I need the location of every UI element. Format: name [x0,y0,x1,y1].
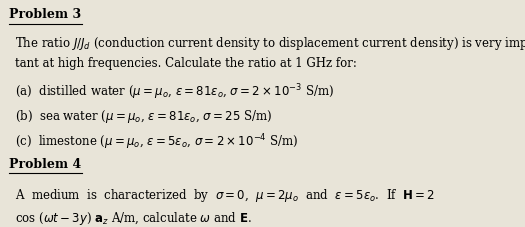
Text: (b)  sea water ($\mu = \mu_o$, $\varepsilon = 81\varepsilon_o$, $\sigma = 25$ S/: (b) sea water ($\mu = \mu_o$, $\varepsil… [15,108,272,125]
Text: (c)  limestone ($\mu = \mu_o$, $\varepsilon = 5\varepsilon_o$, $\sigma = 2 \time: (c) limestone ($\mu = \mu_o$, $\varepsil… [15,133,298,152]
Text: A  medium  is  characterized  by  $\sigma = 0$,  $\mu = 2\mu_o$  and  $\varepsil: A medium is characterized by $\sigma = 0… [15,187,435,227]
Text: Problem 3: Problem 3 [9,8,81,21]
Text: (a)  distilled water ($\mu = \mu_o$, $\varepsilon = 81\varepsilon_o$, $\sigma = : (a) distilled water ($\mu = \mu_o$, $\va… [15,83,333,102]
Text: Problem 4: Problem 4 [9,158,82,171]
Text: The ratio $J/J_d$ (conduction current density to displacement current density) i: The ratio $J/J_d$ (conduction current de… [15,35,525,70]
